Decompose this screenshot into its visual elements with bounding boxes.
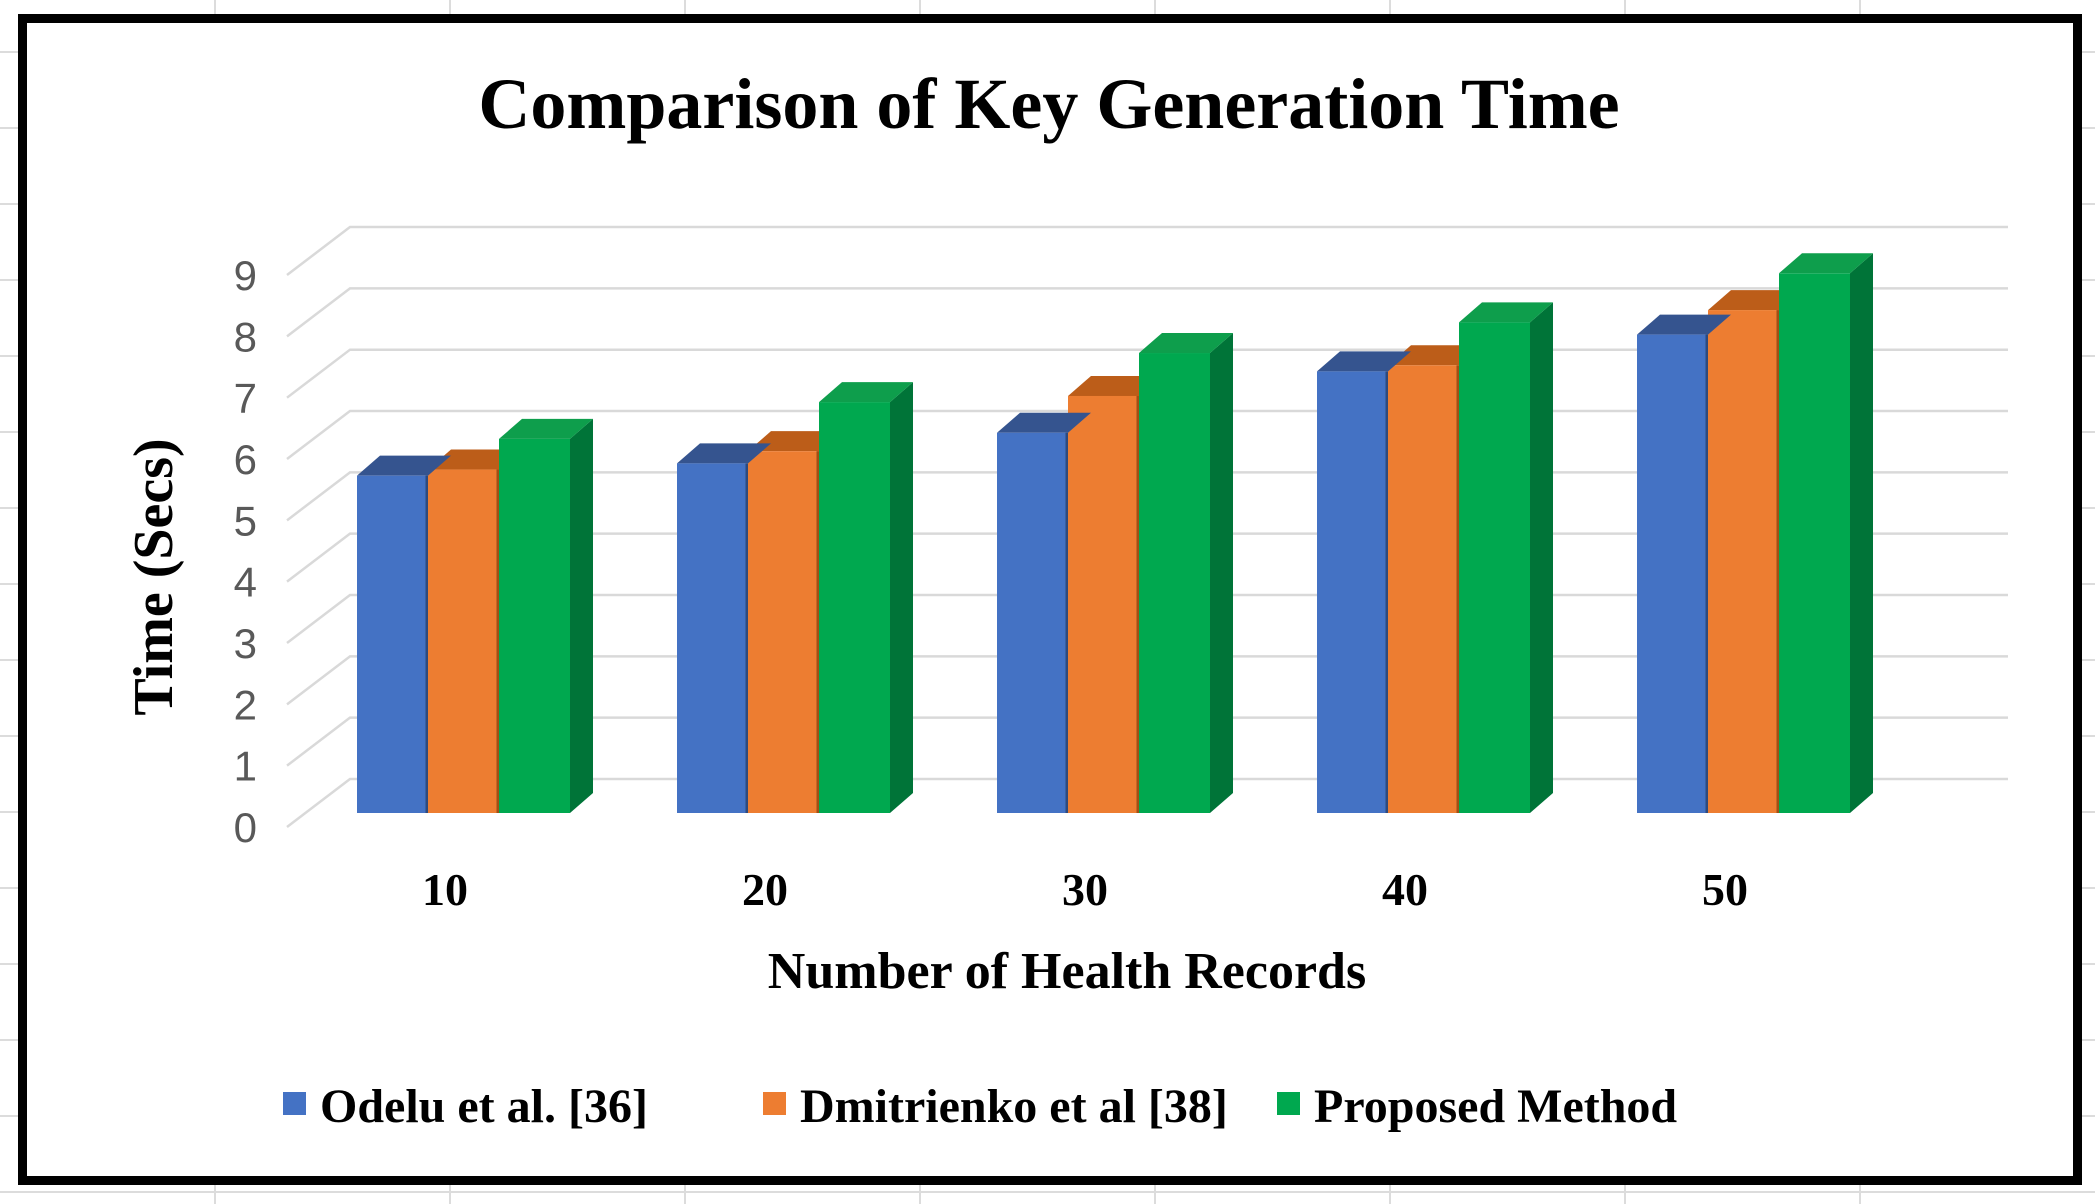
plot-area[interactable]: 0 1 2 3 4 5 6 7 8 9 10 20 30 40 50 <box>234 225 2008 915</box>
y-tick-label-7: 7 <box>234 375 257 422</box>
bar-odelu-et-al-36-30-edge <box>1065 432 1068 813</box>
bar-proposed-method-20[interactable] <box>819 402 890 813</box>
legend-swatch-dmitrienko-et-al-38[interactable] <box>763 1092 786 1115</box>
bar-dmitrienko-et-al-38-40-top-face[interactable] <box>1388 345 1482 366</box>
y-tick-label-4: 4 <box>234 559 257 606</box>
bar-proposed-method-30-top-face[interactable] <box>1139 333 1233 354</box>
y-axis-title[interactable]: Time (Secs) <box>123 438 185 715</box>
bar-odelu-et-al-36-20-edge <box>745 463 748 813</box>
bar-proposed-method-40-side-face[interactable] <box>1530 302 1553 813</box>
bar-proposed-method-30[interactable] <box>1139 353 1210 813</box>
bar-odelu-et-al-36-40-top-face[interactable] <box>1317 351 1411 372</box>
category-label-20: 20 <box>742 864 788 915</box>
bar-proposed-method-50[interactable] <box>1779 273 1850 813</box>
legend-label-odelu-et-al-36: Odelu et al. [36] <box>320 1080 648 1133</box>
chart-title[interactable]: Comparison of Key Generation Time <box>478 64 1619 144</box>
category-label-30: 30 <box>1062 864 1108 915</box>
bar-proposed-method-10-top-face[interactable] <box>499 418 593 439</box>
bar-proposed-method-50-top-face[interactable] <box>1779 253 1873 274</box>
bar-proposed-method-10-side-face[interactable] <box>570 418 593 813</box>
bar-proposed-method-30-side-face[interactable] <box>1210 333 1233 813</box>
bar-odelu-et-al-36-30[interactable] <box>997 432 1068 813</box>
bar-dmitrienko-et-al-38-10-top-face[interactable] <box>428 449 522 470</box>
bar-dmitrienko-et-al-38-20-top-face[interactable] <box>748 431 842 452</box>
category-label-10: 10 <box>422 864 468 915</box>
bar-dmitrienko-et-al-38-20-edge <box>816 451 819 813</box>
bar-dmitrienko-et-al-38-50-top-face[interactable] <box>1708 290 1802 311</box>
bar-dmitrienko-et-al-38-30[interactable] <box>1068 395 1139 813</box>
legend-item-odelu-et-al-36[interactable]: Odelu et al. [36] <box>283 1080 648 1133</box>
bar-odelu-et-al-36-10-edge <box>425 475 428 813</box>
bar-proposed-method-40-top-face[interactable] <box>1459 302 1553 323</box>
bar-odelu-et-al-36-40[interactable] <box>1317 371 1388 813</box>
x-axis-title[interactable]: Number of Health Records <box>768 943 1366 1000</box>
bar-odelu-et-al-36-20-top-face[interactable] <box>677 443 771 464</box>
bar-dmitrienko-et-al-38-10-edge <box>496 469 499 813</box>
bar-proposed-method-40[interactable] <box>1459 322 1530 813</box>
legend-item-proposed-method[interactable]: Proposed Method <box>1277 1080 1677 1133</box>
y-tick-label-3: 3 <box>234 620 257 667</box>
bar-odelu-et-al-36-30-top-face[interactable] <box>997 412 1091 433</box>
bar-dmitrienko-et-al-38-10[interactable] <box>428 469 499 813</box>
bar-dmitrienko-et-al-38-40-edge <box>1456 365 1459 813</box>
bar-dmitrienko-et-al-38-40[interactable] <box>1388 365 1459 813</box>
bar-proposed-method-50-side-face[interactable] <box>1850 253 1873 813</box>
gridline-9 <box>286 225 2008 277</box>
bar-dmitrienko-et-al-38-20[interactable] <box>748 451 819 813</box>
bar-odelu-et-al-36-50-edge <box>1705 334 1708 813</box>
legend-item-dmitrienko-et-al-38[interactable]: Dmitrienko et al [38] <box>763 1080 1228 1133</box>
bar-proposed-method-20-top-face[interactable] <box>819 382 913 403</box>
legend-swatch-proposed-method[interactable] <box>1277 1092 1300 1115</box>
y-tick-label-1: 1 <box>234 743 257 790</box>
bar-odelu-et-al-36-50-top-face[interactable] <box>1637 314 1731 335</box>
bar-dmitrienko-et-al-38-30-edge <box>1136 395 1139 813</box>
bar-dmitrienko-et-al-38-50-edge <box>1776 310 1779 813</box>
gridline-8 <box>286 287 2008 338</box>
bar-odelu-et-al-36-40-edge <box>1385 371 1388 813</box>
legend[interactable]: Odelu et al. [36] Dmitrienko et al [38] Pr… <box>283 1080 1677 1133</box>
bar-odelu-et-al-36-10-top-face[interactable] <box>357 455 451 476</box>
legend-label-proposed-method: Proposed Method <box>1314 1080 1677 1133</box>
bar-proposed-method-20-side-face[interactable] <box>890 382 913 813</box>
bar-dmitrienko-et-al-38-50[interactable] <box>1708 310 1779 813</box>
category-label-50: 50 <box>1702 864 1748 915</box>
y-tick-label-0: 0 <box>234 804 257 851</box>
bar-odelu-et-al-36-10[interactable] <box>357 475 428 813</box>
y-tick-label-5: 5 <box>234 497 257 544</box>
bar-odelu-et-al-36-50[interactable] <box>1637 334 1708 813</box>
y-tick-label-8: 8 <box>234 313 257 360</box>
bar-odelu-et-al-36-20[interactable] <box>677 463 748 813</box>
legend-label-dmitrienko-et-al-38: Dmitrienko et al [38] <box>800 1080 1228 1133</box>
y-tick-label-2: 2 <box>234 681 257 728</box>
bar-proposed-method-10[interactable] <box>499 438 570 813</box>
y-tick-label-6: 6 <box>234 436 257 483</box>
category-label-40: 40 <box>1382 864 1428 915</box>
legend-swatch-odelu-et-al-36[interactable] <box>283 1092 306 1115</box>
y-tick-label-9: 9 <box>234 252 257 299</box>
bar-dmitrienko-et-al-38-30-top-face[interactable] <box>1068 375 1162 396</box>
